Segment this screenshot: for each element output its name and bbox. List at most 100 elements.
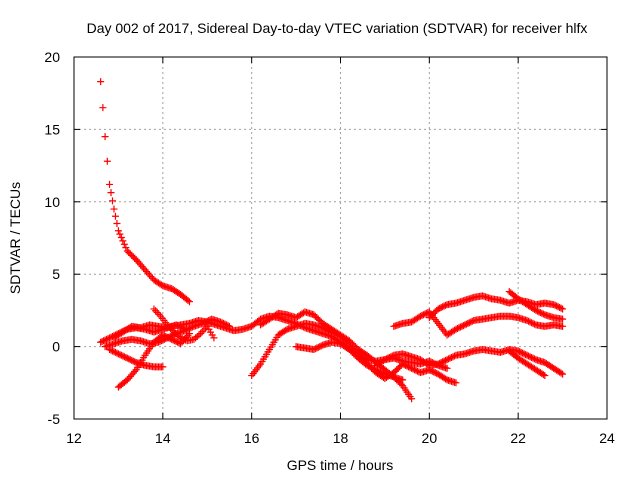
data-point [559,315,567,323]
interp-marker [448,353,456,361]
chart-title: Day 002 of 2017, Sidereal Day-to-day VTE… [87,20,588,36]
interp-marker [436,359,444,367]
data-point [461,321,469,329]
data-point [106,345,114,353]
interp-marker [175,322,183,330]
interp-marker [188,323,196,331]
interp-marker [388,352,396,360]
interp-marker [184,331,192,339]
interp-marker [442,356,450,364]
interp-marker [108,197,116,205]
interp-marker [126,373,134,381]
interp-marker [119,237,127,245]
interp-marker [464,319,472,327]
interp-marker [415,313,423,321]
interp-marker [162,332,170,340]
interp-marker [530,320,538,328]
data-point [559,322,567,330]
x-tick-labels: 12 14 16 18 20 22 24 [66,430,615,446]
interp-marker [557,369,565,377]
series-track-12 [390,308,567,339]
interp-marker [119,352,127,360]
y-tick-label: 5 [52,266,60,282]
interp-marker [409,365,417,373]
interp-marker [520,350,528,358]
interp-marker [113,220,121,228]
interp-marker [530,305,538,313]
series-track-10 [292,338,407,384]
data-point [310,345,318,353]
interp-marker [122,244,130,252]
interp-marker [402,361,410,369]
interp-marker [131,254,139,262]
data-point [114,350,122,358]
interp-marker [379,357,387,365]
data-point [434,360,442,368]
interp-marker [433,369,441,377]
interp-marker [129,357,137,365]
interp-marker [117,234,125,242]
interp-marker [411,366,419,374]
data-point [523,351,531,359]
x-tick-label: 14 [155,430,171,446]
interp-marker [535,308,543,316]
interp-marker [111,212,119,220]
interp-marker [451,352,459,360]
interp-marker [400,361,408,369]
interp-marker [198,328,206,336]
data-point [150,305,158,313]
data-point [416,312,424,320]
interp-marker [526,353,534,361]
interp-marker [440,302,448,310]
interp-marker [138,262,146,270]
interp-marker [445,355,453,363]
data-point [97,78,105,86]
interp-marker [455,324,463,332]
x-tick-label: 18 [333,430,349,446]
interp-marker [126,356,134,364]
x-tick-label: 12 [66,430,82,446]
interp-marker [129,369,137,377]
interp-marker [144,269,152,277]
data-point [559,305,567,313]
interp-marker [135,259,143,267]
interp-marker [103,335,111,343]
data-point [217,318,225,326]
interp-marker [311,345,319,353]
data-point [132,256,140,264]
interp-marker [224,322,232,330]
interp-marker [282,326,290,334]
interp-marker [467,318,475,326]
interp-marker [98,338,106,346]
interp-marker [313,344,321,352]
data-point [172,321,180,329]
interp-marker [120,353,128,361]
data-point [452,379,460,387]
data-point [114,227,122,235]
interp-marker [111,348,119,356]
interp-marker [221,320,229,328]
interp-marker [442,375,450,383]
interp-marker [143,268,151,276]
data-point [523,317,531,325]
interp-marker [222,321,230,329]
interp-marker [525,317,533,325]
data-point [97,338,105,346]
interp-marker [437,304,445,312]
interp-marker [184,297,192,305]
interp-marker [519,349,527,357]
interp-marker [195,331,203,339]
interp-marker [533,307,541,315]
data-point [110,205,118,213]
interp-marker [137,261,145,269]
x-tick-label: 24 [599,430,615,446]
interp-marker [116,351,124,359]
y-tick-label: 10 [44,194,60,210]
series-track-1 [97,78,193,306]
interp-marker [526,318,534,326]
data-point [181,325,189,333]
interp-marker [428,367,436,375]
interp-marker [153,309,161,317]
interp-marker [465,319,473,327]
